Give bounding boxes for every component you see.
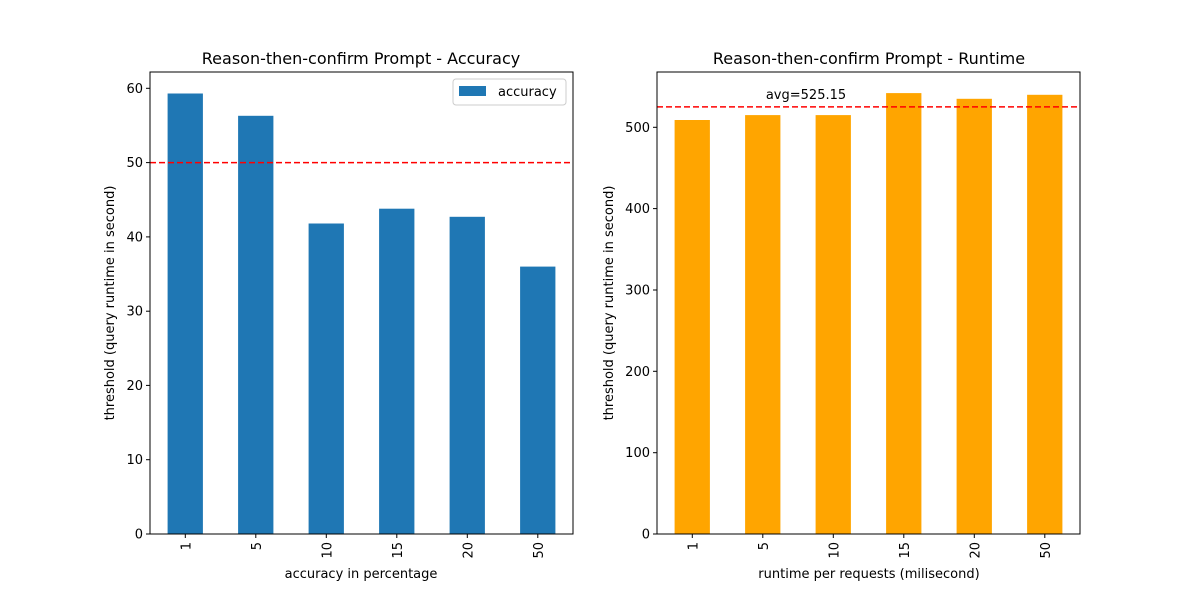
accuracy-bar-50 bbox=[520, 266, 556, 534]
accuracy-bar-20 bbox=[449, 216, 485, 535]
accuracy-y-tick-label-60: 60 bbox=[126, 82, 143, 97]
accuracy-x-axis: 1 5 10 15 20 50 bbox=[179, 534, 547, 559]
accuracy-y-tick-label-20: 20 bbox=[126, 379, 143, 394]
runtime-x-axis-label: runtime per requests (milisecond) bbox=[758, 567, 979, 582]
runtime-bar-15 bbox=[886, 93, 922, 534]
runtime-y-axis-label: threshold (query runtime in second) bbox=[602, 186, 617, 421]
accuracy-chart-title: Reason-then-confirm Prompt - Accuracy bbox=[202, 49, 520, 68]
runtime-x-axis: 1 5 10 15 20 50 bbox=[686, 534, 1054, 559]
accuracy-x-tick-label-10: 10 bbox=[320, 542, 335, 559]
legend-frame bbox=[452, 78, 567, 106]
accuracy-y-tick-label-40: 40 bbox=[126, 230, 143, 245]
accuracy-bar-10 bbox=[308, 223, 344, 534]
accuracy-legend: accuracy bbox=[452, 78, 567, 106]
runtime-x-tick-label-50: 50 bbox=[1039, 542, 1054, 559]
accuracy-x-tick-label-1: 1 bbox=[179, 542, 194, 550]
accuracy-y-tick-label-30: 30 bbox=[126, 305, 143, 320]
accuracy-bar-1 bbox=[167, 93, 203, 534]
runtime-bar-5 bbox=[745, 115, 781, 534]
runtime-y-tick-label-200: 200 bbox=[625, 365, 650, 380]
runtime-x-tick-label-5: 5 bbox=[757, 542, 772, 550]
runtime-bars bbox=[674, 93, 1063, 535]
runtime-y-axis: 0 100 200 300 400 500 bbox=[625, 121, 657, 543]
legend-label-accuracy: accuracy bbox=[498, 85, 557, 100]
runtime-plot-frame bbox=[656, 71, 1081, 535]
runtime-bar-10 bbox=[815, 115, 851, 534]
accuracy-y-axis-label: threshold (query runtime in second) bbox=[103, 186, 118, 421]
accuracy-x-axis-label: accuracy in percentage bbox=[285, 567, 438, 582]
runtime-y-tick-label-0: 0 bbox=[642, 528, 650, 543]
accuracy-y-tick-label-10: 10 bbox=[126, 453, 143, 468]
runtime-y-tick-label-500: 500 bbox=[625, 121, 650, 136]
runtime-bar-50 bbox=[1027, 94, 1063, 535]
runtime-x-tick-label-15: 15 bbox=[898, 542, 913, 559]
runtime-chart: Reason-then-confirm Prompt - Runtime 010… bbox=[602, 49, 1081, 582]
accuracy-x-tick-label-50: 50 bbox=[532, 542, 547, 559]
runtime-x-tick-label-10: 10 bbox=[827, 542, 842, 559]
runtime-bar-20 bbox=[956, 98, 992, 535]
runtime-bar-1 bbox=[674, 120, 710, 534]
accuracy-plot-frame bbox=[149, 71, 574, 535]
accuracy-bar-15 bbox=[379, 208, 415, 534]
runtime-chart-title: Reason-then-confirm Prompt - Runtime bbox=[713, 49, 1025, 68]
accuracy-bar-5 bbox=[238, 115, 274, 535]
runtime-y-tick-label-100: 100 bbox=[625, 446, 650, 461]
accuracy-y-axis: 0 10 20 30 40 50 60 bbox=[126, 82, 150, 543]
runtime-x-tick-label-1: 1 bbox=[686, 542, 701, 550]
accuracy-x-tick-label-5: 5 bbox=[250, 542, 265, 550]
runtime-x-tick-label-20: 20 bbox=[968, 542, 983, 559]
legend-swatch bbox=[459, 86, 486, 96]
accuracy-x-tick-label-15: 15 bbox=[391, 542, 406, 559]
runtime-average-annotation: avg=525.15 bbox=[766, 88, 846, 103]
accuracy-bars bbox=[167, 93, 556, 535]
accuracy-chart: Reason-then-confirm Prompt - Accuracy 0 1… bbox=[103, 49, 574, 582]
runtime-y-tick-label-400: 400 bbox=[625, 202, 650, 217]
runtime-y-tick-label-300: 300 bbox=[625, 284, 650, 299]
accuracy-y-tick-label-0: 0 bbox=[135, 528, 143, 543]
accuracy-x-tick-label-20: 20 bbox=[461, 542, 476, 559]
accuracy-y-tick-label-50: 50 bbox=[126, 156, 143, 171]
